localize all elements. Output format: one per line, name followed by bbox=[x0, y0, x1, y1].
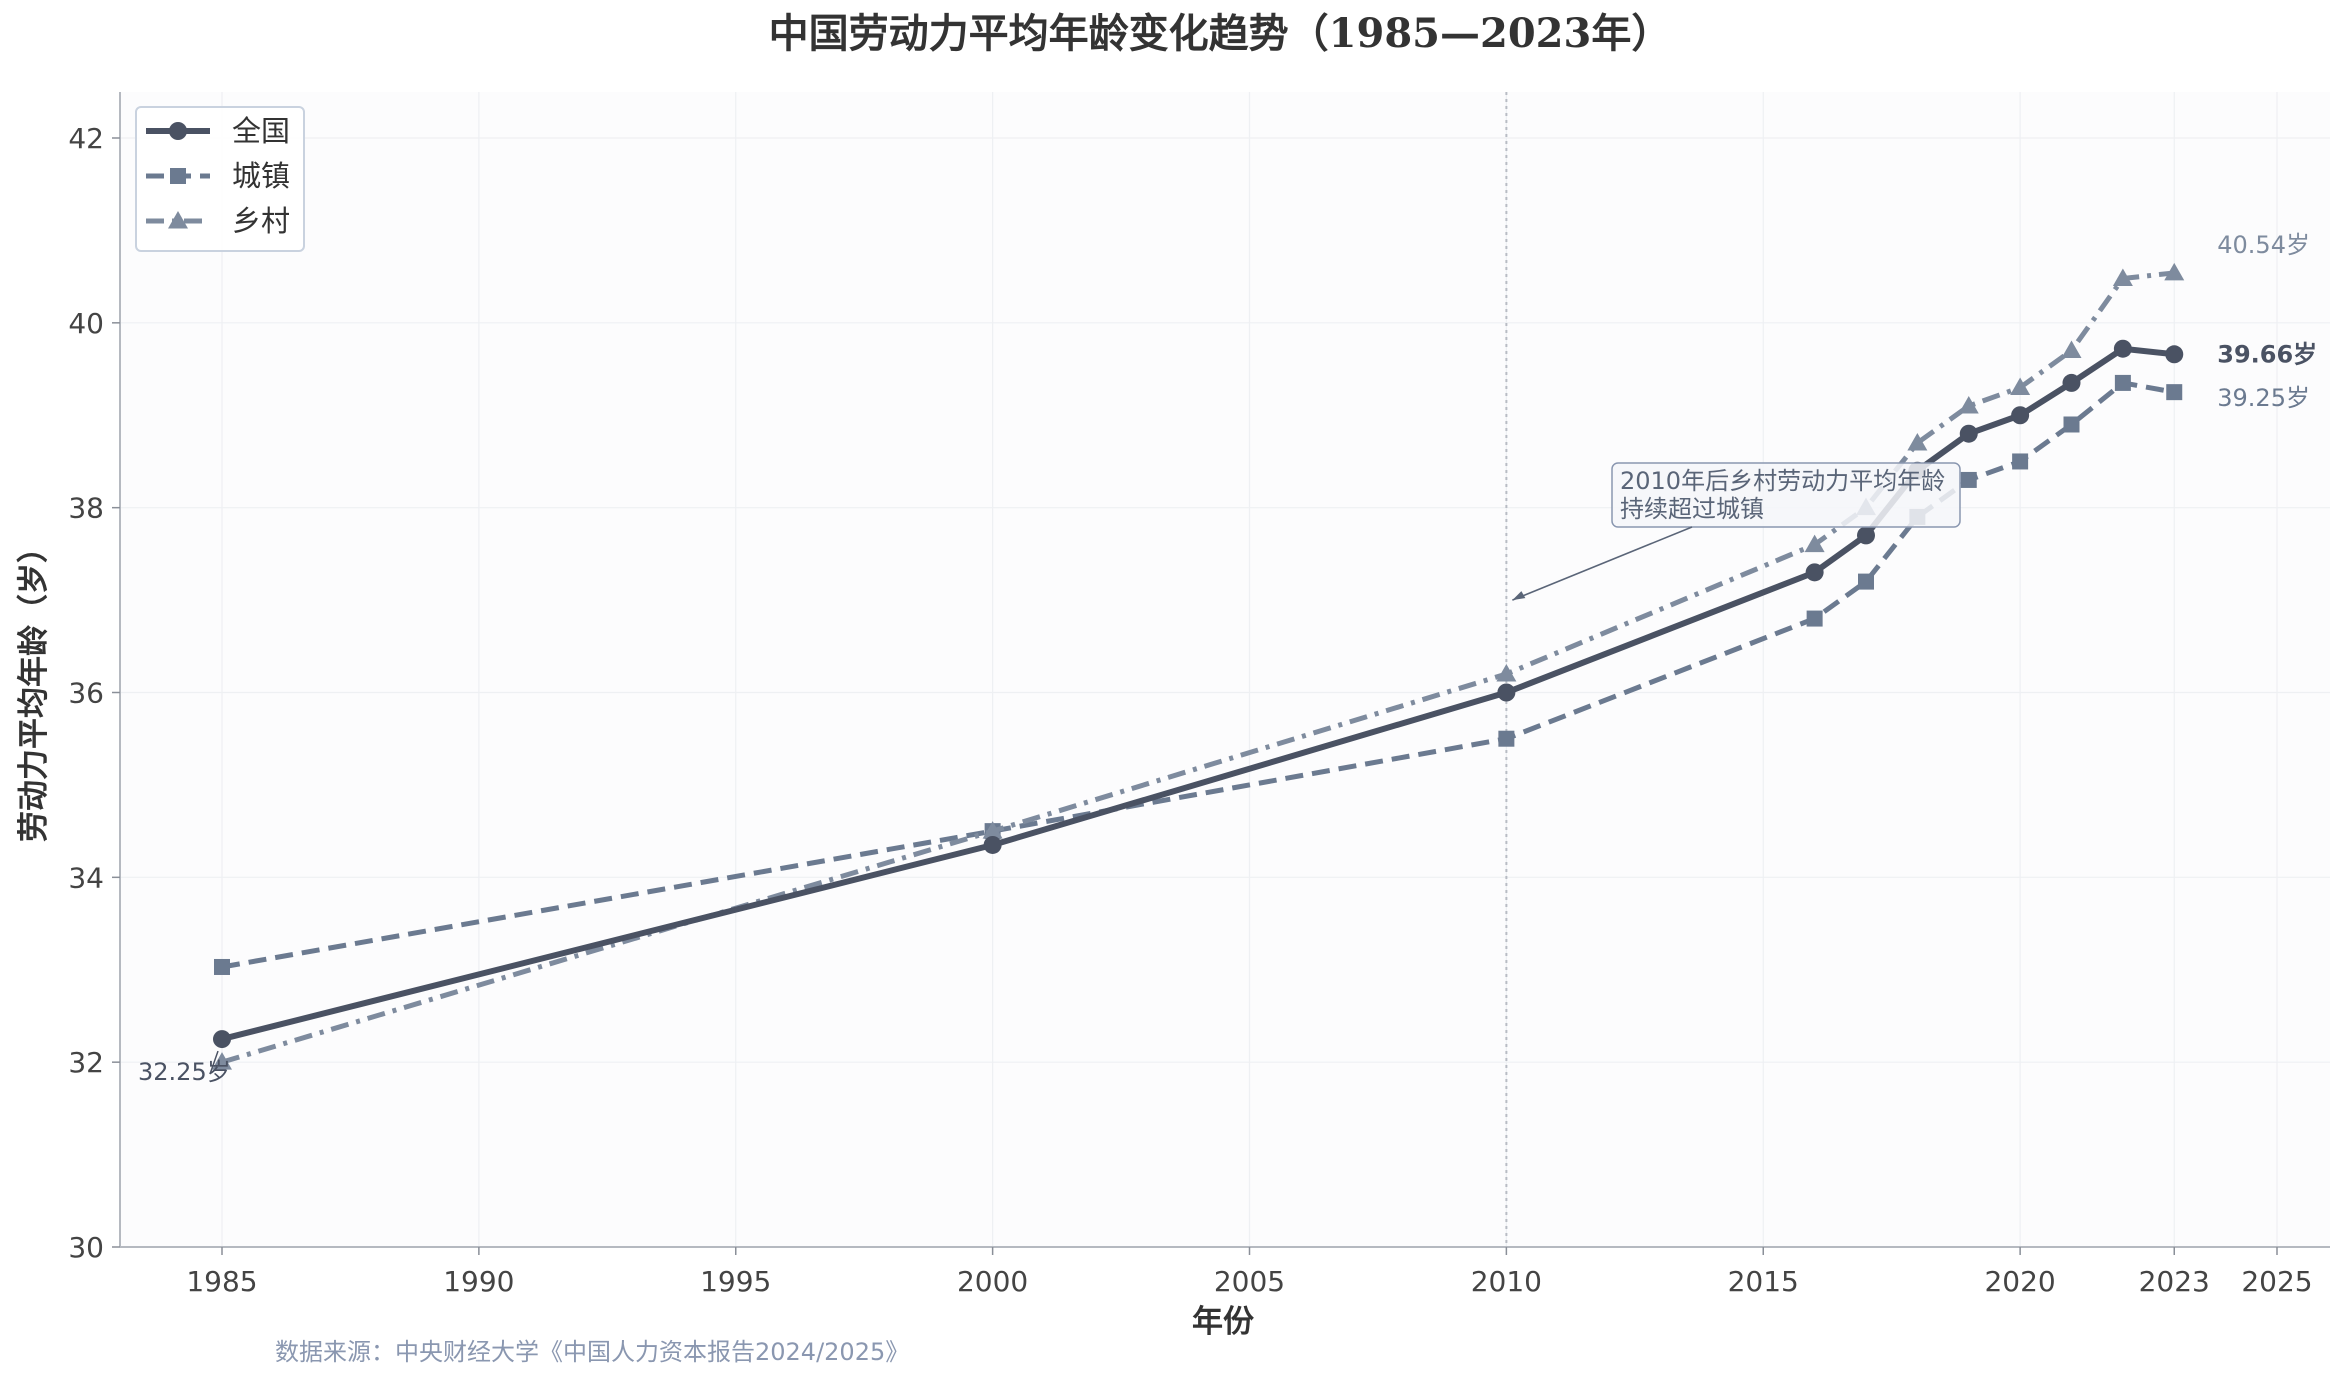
x-tick-label: 2010 bbox=[1471, 1265, 1542, 1298]
data-point bbox=[168, 211, 188, 229]
data-point bbox=[1907, 432, 1928, 451]
data-point bbox=[2165, 345, 2184, 364]
data-point bbox=[1497, 683, 1516, 702]
start-label: 32.25岁 bbox=[138, 1058, 231, 1086]
data-point bbox=[2010, 377, 2031, 396]
annotation-text-line: 持续超过城镇 bbox=[1620, 495, 1764, 523]
x-axis-label: 年份 bbox=[1192, 1304, 1254, 1340]
axes: 1985 1990 1995 2000 2005 2010 2015 2020 2023 2025… bbox=[68, 92, 2330, 1298]
y-tick-label: 38 bbox=[68, 492, 104, 525]
series-乡村 bbox=[212, 262, 2185, 1070]
annotation-text-line: 2010年后乡村劳动力平均年龄 bbox=[1620, 467, 1945, 495]
annotation-layer: 40.54岁 39.66岁 39.25岁 32.25岁 2010年后乡村劳动力平均年龄持… bbox=[138, 231, 2317, 1086]
x-tick-label: 2023 bbox=[2139, 1265, 2210, 1298]
data-point bbox=[1804, 534, 1825, 553]
data-point bbox=[1857, 526, 1875, 545]
y-axis-label: 劳动力平均年龄（岁） bbox=[16, 532, 52, 842]
x-tick-label: 2020 bbox=[1984, 1265, 2055, 1298]
x-tick-label: 1985 bbox=[186, 1265, 257, 1298]
x-tick-label: 1990 bbox=[443, 1265, 514, 1298]
data-point bbox=[1496, 664, 1517, 682]
x-tick-label: 2025 bbox=[2241, 1265, 2312, 1298]
source-note: 数据来源：中央财经大学《中国人力资本报告2024/2025》 bbox=[275, 1338, 909, 1366]
data-point bbox=[1806, 610, 1823, 627]
data-point bbox=[2012, 453, 2029, 470]
data-point bbox=[214, 958, 230, 975]
legend-item-全国: 全国 bbox=[146, 114, 290, 148]
data-point bbox=[1958, 396, 1979, 414]
y-tick-label: 40 bbox=[68, 307, 104, 340]
y-tick-label: 34 bbox=[68, 861, 104, 894]
legend-item-城镇: 城镇 bbox=[146, 159, 290, 193]
x-tick-label: 2005 bbox=[1214, 1265, 1285, 1298]
data-point bbox=[169, 122, 187, 140]
legend-label: 全国 bbox=[232, 114, 290, 148]
annotation-box bbox=[1611, 462, 1961, 528]
data-point bbox=[212, 1052, 232, 1070]
end-label-乡村: 40.54岁 bbox=[2217, 231, 2310, 259]
end-label-全国: 39.66岁 bbox=[2217, 340, 2317, 368]
end-label-城镇: 39.25岁 bbox=[2217, 384, 2310, 412]
data-point bbox=[1805, 563, 1824, 582]
legend-label: 乡村 bbox=[232, 204, 290, 238]
annotation-arrow-head bbox=[1512, 591, 1526, 601]
legend-label: 城镇 bbox=[232, 159, 290, 193]
data-point bbox=[170, 168, 186, 184]
data-point bbox=[1960, 471, 1977, 488]
series-line bbox=[221, 380, 2175, 970]
data-point bbox=[2063, 416, 2080, 433]
data-point bbox=[2166, 384, 2183, 401]
data-point bbox=[1959, 424, 1978, 443]
y-tick-label: 32 bbox=[68, 1046, 104, 1079]
data-point bbox=[982, 821, 1003, 839]
data-point bbox=[983, 835, 1002, 854]
data-point bbox=[2113, 339, 2132, 358]
legend-item-乡村: 乡村 bbox=[146, 204, 290, 238]
y-tick-label: 36 bbox=[68, 677, 104, 710]
data-point bbox=[2061, 340, 2082, 359]
annotation-arrow bbox=[1512, 526, 1693, 601]
y-tick-label: 30 bbox=[68, 1231, 104, 1264]
x-tick-label: 2015 bbox=[1728, 1265, 1799, 1298]
x-tick-label: 1995 bbox=[700, 1265, 771, 1298]
start-label-pointer bbox=[209, 1050, 219, 1075]
y-tick-label: 42 bbox=[68, 122, 104, 155]
data-point bbox=[2164, 262, 2185, 281]
data-point bbox=[1858, 573, 1874, 590]
data-point bbox=[2011, 406, 2030, 425]
data-point bbox=[1498, 730, 1515, 747]
data-point bbox=[213, 1030, 231, 1049]
chart-title: 中国劳动力平均年龄变化趋势（1985—2023年） bbox=[769, 10, 1672, 57]
data-point bbox=[2112, 268, 2133, 286]
data-point bbox=[2114, 374, 2131, 391]
plot-area bbox=[120, 92, 2330, 1247]
data-point bbox=[2062, 373, 2081, 392]
x-tick-label: 2000 bbox=[957, 1265, 1028, 1298]
